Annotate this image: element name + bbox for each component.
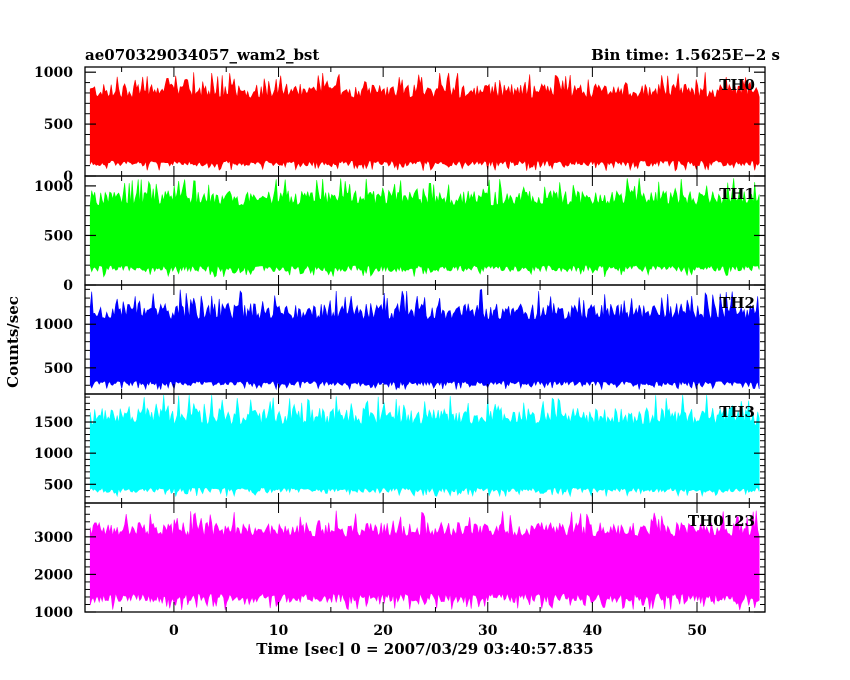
y-tick-label: 500 [44,477,73,493]
x-tick-label: 0 [169,623,179,639]
y-tick-label: 0 [63,278,73,294]
panel-label-th3: TH3 [719,403,755,421]
y-tick-label: 1000 [34,605,73,621]
panel-th2: 500 1000 TH2 [34,284,766,395]
series-th0123 [89,510,760,611]
y-tick-label: 500 [44,117,73,133]
x-tick-label: 30 [478,623,498,639]
x-tick-label: 10 [269,623,289,639]
chart-title: ae070329034057_wam2_bst [85,46,319,64]
y-tick-label: 1000 [34,317,73,333]
panel-th3: 500 1000 1500 TH3 [34,393,766,504]
y-tick-label: 500 [44,228,73,244]
panel-label-th0123: TH0123 [688,512,755,530]
y-tick-label: 1000 [34,65,73,81]
y-tick-label: 2000 [34,567,73,583]
series-th1 [89,178,760,278]
panel-label-th2: TH2 [719,294,755,312]
y-tick-label: 3000 [34,530,73,546]
bin-time-label: Bin time: 1.5625E−2 s [591,46,780,64]
panel-th0123: 1000 2000 3000 TH0123 [34,502,766,621]
y-tick-label: 1500 [34,415,73,431]
y-axis-label: Counts/sec [4,296,22,388]
panel-th0: 0 500 1000 TH0 [34,65,766,185]
series-th2 [89,288,760,391]
y-tick-label: 1000 [34,446,73,462]
panel-frame [84,502,766,613]
series-th3 [89,394,760,498]
y-tick-label: 500 [44,361,73,377]
series-th0 [89,72,760,172]
x-tick-label: 50 [687,623,707,639]
x-tick-label: 40 [583,623,603,639]
x-tick-label: 20 [373,623,393,639]
panel-th1: 0 500 1000 TH1 [34,175,766,294]
x-axis-label: Time [sec] 0 = 2007/03/29 03:40:57.835 [256,640,593,658]
panel-label-th1: TH1 [719,185,755,203]
panel-label-th0: TH0 [719,76,755,94]
x-axis: 0 10 20 30 40 50 [169,623,707,639]
y-tick-label: 0 [63,169,73,185]
y-tick-label: 1000 [34,179,73,195]
